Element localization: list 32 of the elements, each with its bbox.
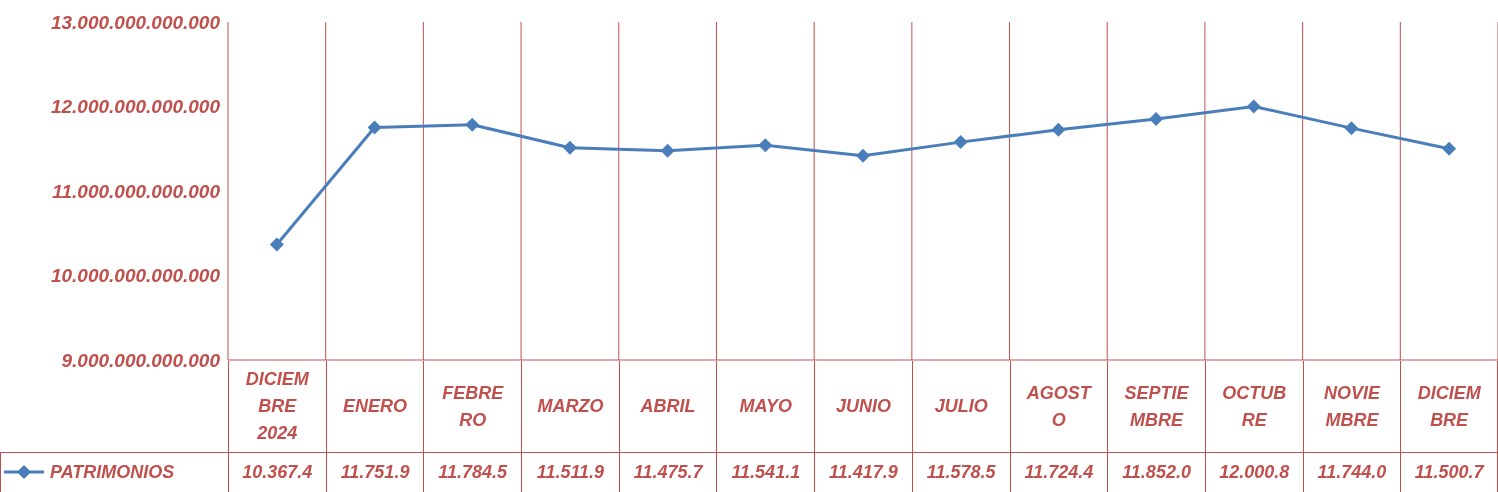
data-label: 12.000.8 — [1204, 452, 1303, 492]
data-label: 11.852.0 — [1107, 452, 1205, 492]
x-tick-label: ABRIL — [639, 395, 697, 418]
y-tick-label: 11.000.000.000.000 — [52, 180, 221, 202]
data-label: 11.541.1 — [716, 452, 815, 492]
legend-label: PATRIMONIOS — [50, 461, 175, 483]
x-tick-label: JULIO — [933, 395, 989, 418]
data-label: 11.500.7 — [1400, 452, 1498, 492]
data-label: 11.417.9 — [814, 452, 912, 492]
x-tick-label: ENERO — [342, 395, 409, 418]
data-label: 11.578.5 — [911, 452, 1010, 492]
y-tick-label: 13.000.000.000.000 — [50, 11, 221, 33]
x-tick-label: FEBRERO — [441, 381, 505, 432]
x-tick-label: AGOSTO — [1025, 381, 1093, 432]
x-tick-label: JUNIO — [834, 395, 892, 418]
y-tick-label: 10.000.000.000.000 — [50, 265, 221, 287]
y-tick-label: 9.000.000.000.000 — [61, 349, 221, 371]
data-label: 11.784.5 — [423, 452, 522, 492]
data-label: 11.751.9 — [325, 452, 424, 492]
y-tick-label: 12.000.000.000.000 — [50, 96, 221, 118]
data-label: 11.475.7 — [618, 452, 717, 492]
x-tick-label: NOVIEMBRE — [1322, 381, 1382, 432]
data-label: 11.744.0 — [1302, 452, 1401, 492]
x-tick-label: DICIEMBRE — [1416, 381, 1482, 432]
x-tick-label: MARZO — [536, 395, 605, 418]
data-label: 11.724.4 — [1009, 452, 1108, 492]
data-label: 11.511.9 — [521, 452, 619, 492]
x-tick-label: OCTUBRE — [1221, 381, 1288, 432]
data-label: 10.367.4 — [228, 452, 326, 492]
x-tick-label: DICIEMBRE 2024 — [244, 368, 310, 445]
x-tick-label: MAYO — [738, 395, 794, 418]
x-tick-label: SEPTIEMBRE — [1123, 381, 1190, 432]
